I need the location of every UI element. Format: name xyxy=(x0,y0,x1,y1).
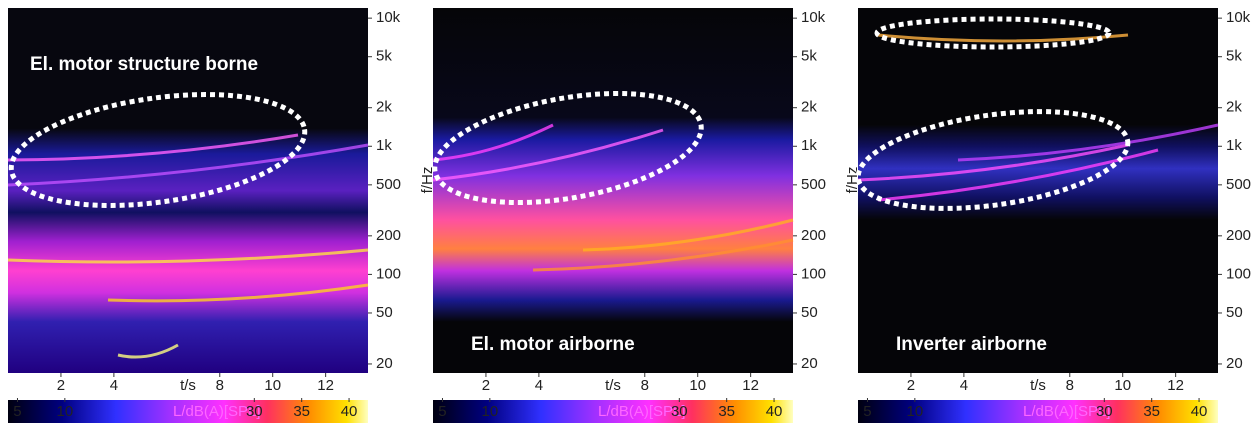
colorbar-tick-label: 10 xyxy=(481,403,498,420)
colorbar-tick-label: 30 xyxy=(246,403,263,420)
y-tick-label: 200 xyxy=(801,227,826,244)
colorbar xyxy=(8,400,368,423)
x-tick-label: 12 xyxy=(742,377,759,394)
x-tick-label: 8 xyxy=(216,377,224,394)
spectrogram xyxy=(433,8,793,373)
colorbar-tick-label: 35 xyxy=(718,403,735,420)
spectrogram-streak xyxy=(7,133,299,162)
annotation: El. motor structure borne xyxy=(30,54,258,75)
x-tick-label: 2 xyxy=(482,377,490,394)
colorbar-tick-label: 35 xyxy=(293,403,310,420)
colorbar-tick-label: 40 xyxy=(1191,403,1208,420)
spectrogram-streak xyxy=(7,143,369,187)
spectrogram-streak xyxy=(432,128,664,182)
y-tick-label: 500 xyxy=(1226,176,1251,193)
annotation: El. motor airborne xyxy=(471,334,635,355)
y-tick-label: 2k xyxy=(376,99,392,116)
highlight-ellipse xyxy=(874,16,1112,50)
annotation: Inverter airborne xyxy=(896,334,1047,355)
y-tick-label: 50 xyxy=(376,304,393,321)
y-tick-label: 200 xyxy=(1226,227,1251,244)
spectrogram xyxy=(858,8,1218,373)
y-tick-label: 20 xyxy=(1226,355,1243,372)
colorbar-tick-label: 35 xyxy=(1143,403,1160,420)
x-tick-label: 8 xyxy=(641,377,649,394)
spectrogram-streak xyxy=(957,123,1219,162)
y-tick-label: 10k xyxy=(1226,9,1251,26)
spectrogram-streak xyxy=(107,283,369,303)
x-tick-label: 10 xyxy=(264,377,281,394)
spectrogram-streak xyxy=(582,218,794,252)
spectrogram-streak xyxy=(532,238,794,272)
y-tick-label: 50 xyxy=(801,304,818,321)
y-tick-label: 1k xyxy=(1226,137,1242,154)
y-tick-label: 100 xyxy=(1226,265,1251,282)
y-tick-label: 2k xyxy=(1226,99,1242,116)
y-axis-label: f/Hz xyxy=(419,167,436,194)
colorbar-tick-label: 5 xyxy=(438,403,446,420)
spectrogram-streak xyxy=(7,248,369,264)
y-tick-label: 200 xyxy=(376,227,401,244)
panel: Inverter airborne20501002005001k2k5k10kf… xyxy=(855,8,1251,423)
highlight-ellipse xyxy=(855,109,1131,211)
spectrogram-streak xyxy=(432,123,554,162)
colorbar-tick-label: 5 xyxy=(13,403,21,420)
highlight-ellipse xyxy=(432,90,704,206)
x-tick-label: 4 xyxy=(960,377,968,394)
y-tick-label: 5k xyxy=(376,48,392,65)
y-tick-label: 20 xyxy=(801,355,818,372)
x-tick-label: 10 xyxy=(689,377,706,394)
spectrogram-streak xyxy=(117,343,179,359)
y-tick-label: 5k xyxy=(1226,48,1242,65)
colorbar xyxy=(433,400,793,423)
y-tick-label: 2k xyxy=(801,99,817,116)
x-tick-label: 10 xyxy=(1114,377,1131,394)
x-tick-label: 4 xyxy=(110,377,118,394)
colorbar-label: L/dB(A)[SPL] xyxy=(173,403,261,420)
y-tick-label: 5k xyxy=(801,48,817,65)
y-tick-label: 100 xyxy=(801,265,826,282)
y-tick-label: 50 xyxy=(1226,304,1243,321)
colorbar-tick-label: 30 xyxy=(1096,403,1113,420)
x-tick-label: 8 xyxy=(1066,377,1074,394)
y-tick-label: 1k xyxy=(376,137,392,154)
spectrogram-streak xyxy=(857,143,1129,182)
x-axis-label: t/s xyxy=(180,377,196,394)
y-tick-label: 10k xyxy=(376,9,401,26)
colorbar-tick-label: 5 xyxy=(863,403,871,420)
x-tick-label: 2 xyxy=(907,377,915,394)
panel: El. motor structure borne 20 50 100 200 500 1k… xyxy=(7,8,436,423)
colorbar-label: L/dB(A)[SPL] xyxy=(1023,403,1111,420)
x-axis-label: t/s xyxy=(605,377,621,394)
colorbar-tick-label: 40 xyxy=(766,403,783,420)
colorbar-tick-label: 10 xyxy=(56,403,73,420)
y-tick-label: 500 xyxy=(376,176,401,193)
y-tick-label: 500 xyxy=(801,176,826,193)
panel: El. motor airborne 20 50 100 200 500 1k 2k 5k 10k… xyxy=(432,8,861,423)
y-tick-label: 1k xyxy=(801,137,817,154)
x-tick-label: 12 xyxy=(1167,377,1184,394)
y-tick-label: 100 xyxy=(376,265,401,282)
spectrogram xyxy=(8,8,368,373)
colorbar-tick-label: 30 xyxy=(671,403,688,420)
x-tick-label: 4 xyxy=(535,377,543,394)
colorbar xyxy=(858,400,1218,423)
x-tick-label: 2 xyxy=(57,377,65,394)
x-tick-label: 12 xyxy=(317,377,334,394)
colorbar-tick-label: 10 xyxy=(906,403,923,420)
y-tick-label: 20 xyxy=(376,355,393,372)
colorbar-tick-label: 40 xyxy=(341,403,358,420)
x-axis-label: t/s xyxy=(1030,377,1046,394)
y-tick-label: 10k xyxy=(801,9,826,26)
colorbar-label: L/dB(A)[SPL] xyxy=(598,403,686,420)
